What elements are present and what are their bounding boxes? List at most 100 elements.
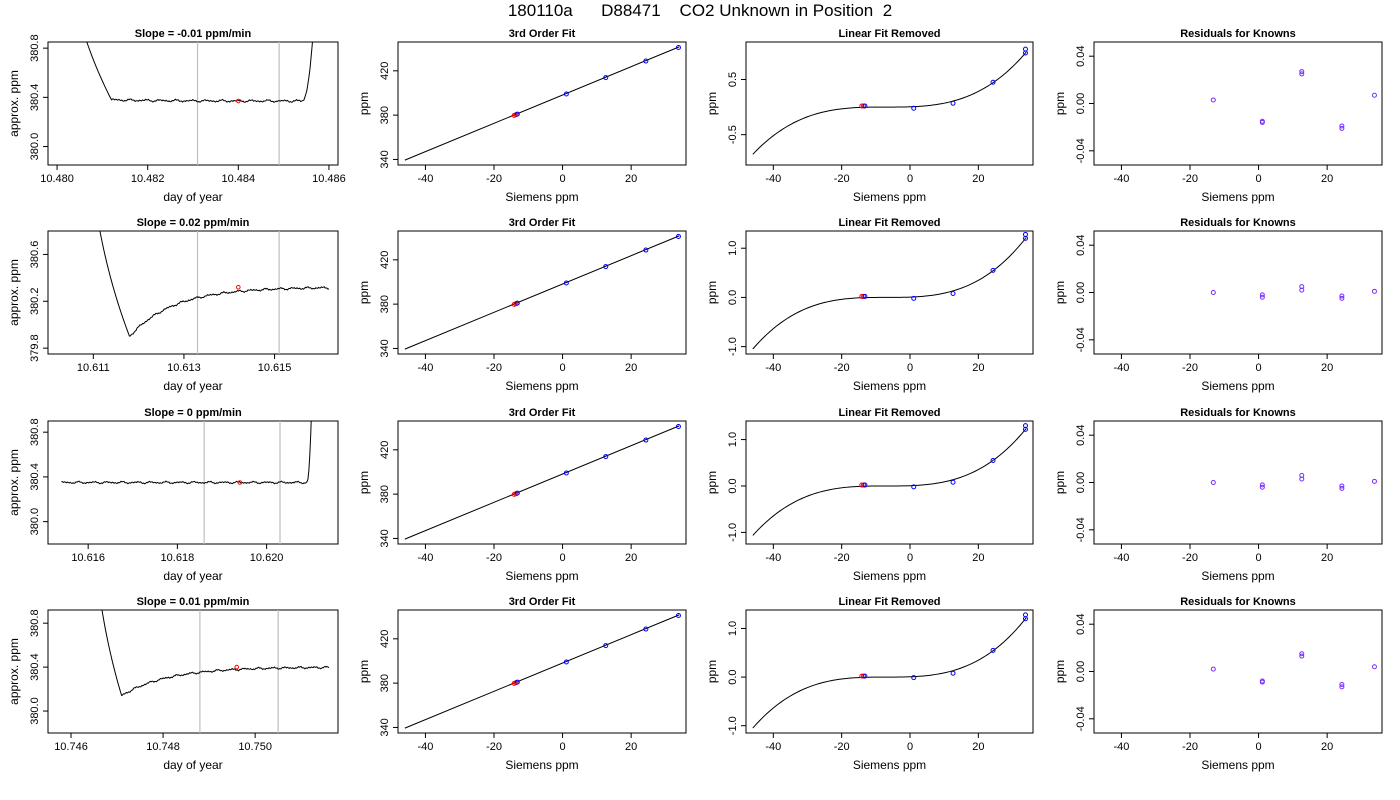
plot-frame bbox=[397, 41, 687, 166]
x-axis-label: day of year bbox=[163, 190, 222, 204]
known-point bbox=[514, 111, 520, 117]
y-axis-label: approx. ppm bbox=[7, 449, 21, 516]
x-axis-label: Siemens ppm bbox=[505, 569, 578, 583]
residual-point bbox=[1259, 292, 1265, 298]
panel-title: 3rd Order Fit bbox=[509, 28, 576, 40]
y-tick-label: -0.5 bbox=[727, 125, 739, 144]
panel-r2-c3: Linear Fit Removed -40 -20 0 20 -1.0 0.0 1.0 Sie… bbox=[705, 217, 1034, 393]
known-point bbox=[990, 267, 996, 273]
x-tick-label: 10.611 bbox=[77, 362, 110, 374]
plot-area bbox=[61, 421, 312, 544]
known-point bbox=[603, 643, 609, 649]
y-tick-label: 379.8 bbox=[29, 334, 41, 362]
known-point bbox=[862, 293, 868, 299]
x-tick-label: -40 bbox=[1113, 173, 1129, 185]
residual-point bbox=[1339, 123, 1345, 129]
x-tick-label: 10.480 bbox=[40, 173, 74, 185]
x-tick-label: -20 bbox=[486, 173, 502, 185]
x-tick-label: 20 bbox=[972, 741, 984, 753]
x-tick-label: 0 bbox=[907, 552, 913, 564]
plot-frame bbox=[1093, 230, 1383, 355]
plot-area bbox=[1210, 284, 1377, 301]
x-tick-label: 10.746 bbox=[54, 741, 88, 753]
known-point bbox=[862, 673, 868, 679]
y-axis-label: approx. ppm bbox=[7, 259, 21, 326]
plot-frame bbox=[47, 230, 339, 355]
y-tick-label: 0.0 bbox=[727, 478, 739, 493]
x-axis-label: Siemens ppm bbox=[505, 190, 578, 204]
panel-title: 3rd Order Fit bbox=[509, 217, 576, 229]
residual-curve bbox=[752, 617, 1027, 729]
x-tick-label: 20 bbox=[972, 552, 984, 564]
y-tick-label: 420 bbox=[379, 251, 391, 269]
plot-area bbox=[1210, 69, 1377, 131]
known-point bbox=[643, 58, 649, 64]
x-tick-label: 10.620 bbox=[250, 552, 284, 564]
y-tick-label: -1.0 bbox=[727, 337, 739, 356]
panel-r1-c4: Residuals for Knowns -40 -20 0 20 -0.04 0.00 0.… bbox=[1053, 28, 1383, 204]
known-point bbox=[911, 675, 917, 681]
x-tick-label: 0 bbox=[907, 741, 913, 753]
known-point bbox=[990, 457, 996, 463]
y-tick-label: 0.00 bbox=[1075, 472, 1087, 493]
x-tick-label: 0 bbox=[1256, 173, 1262, 185]
series-line bbox=[101, 610, 330, 697]
x-tick-label: 10.486 bbox=[312, 173, 346, 185]
y-tick-label: 0.04 bbox=[1075, 234, 1087, 255]
x-tick-label: 20 bbox=[625, 552, 637, 564]
y-tick-label: 380.4 bbox=[29, 653, 41, 681]
residual-point bbox=[1371, 478, 1377, 484]
known-point bbox=[950, 670, 956, 676]
y-tick-label: -1.0 bbox=[727, 716, 739, 735]
known-point bbox=[675, 45, 681, 51]
x-tick-label: -20 bbox=[834, 173, 850, 185]
unknown-point bbox=[859, 673, 865, 679]
y-tick-label: 0.00 bbox=[1075, 93, 1087, 114]
x-tick-label: -20 bbox=[1182, 741, 1198, 753]
unknown-point bbox=[859, 482, 865, 488]
y-tick-label: 0.0 bbox=[727, 669, 739, 684]
x-tick-label: -40 bbox=[417, 362, 433, 374]
x-tick-label: -20 bbox=[834, 741, 850, 753]
x-tick-label: -40 bbox=[1113, 741, 1129, 753]
x-axis-label: Siemens ppm bbox=[853, 379, 926, 393]
unknown-marker bbox=[234, 664, 240, 670]
y-axis-label: ppm bbox=[1053, 281, 1067, 304]
residual-point bbox=[1259, 679, 1265, 685]
known-point bbox=[514, 300, 520, 306]
known-point bbox=[1022, 231, 1028, 237]
residual-point bbox=[1339, 125, 1345, 131]
x-tick-label: 10.748 bbox=[146, 741, 180, 753]
panel-title: Slope = -0.01 ppm/min bbox=[135, 28, 252, 40]
x-tick-label: 10.618 bbox=[161, 552, 195, 564]
x-tick-label: 0 bbox=[907, 173, 913, 185]
residual-point bbox=[1210, 290, 1216, 295]
plot-frame bbox=[47, 609, 339, 734]
residual-point bbox=[1339, 682, 1345, 688]
y-tick-label: -0.04 bbox=[1075, 138, 1087, 163]
known-point bbox=[563, 91, 569, 97]
y-tick-label: 380.0 bbox=[29, 133, 41, 161]
y-tick-label: -0.04 bbox=[1075, 706, 1087, 731]
x-axis-label: day of year bbox=[163, 379, 222, 393]
x-tick-label: -40 bbox=[417, 173, 433, 185]
panel-r1-c1: Slope = -0.01 ppm/min 10.480 10.482 10.484 1… bbox=[7, 28, 346, 204]
residual-point bbox=[1371, 288, 1377, 294]
panel-r2-c1: Slope = 0.02 ppm/min 10.611 10.613 10.615 37… bbox=[7, 217, 339, 393]
residual-point bbox=[1259, 482, 1265, 488]
panel-title: Residuals for Knowns bbox=[1180, 407, 1296, 419]
x-axis-label: Siemens ppm bbox=[1201, 569, 1274, 583]
x-tick-label: 20 bbox=[1321, 741, 1333, 753]
known-point bbox=[1022, 612, 1028, 618]
fit-line bbox=[404, 235, 680, 350]
x-tick-label: 10.482 bbox=[131, 173, 165, 185]
residual-point bbox=[1339, 483, 1345, 489]
residual-point bbox=[1299, 69, 1305, 75]
known-point bbox=[514, 490, 520, 496]
known-point bbox=[603, 454, 609, 460]
plot-frame bbox=[745, 420, 1034, 545]
known-point bbox=[911, 105, 917, 111]
plot-area bbox=[752, 231, 1028, 350]
known-point bbox=[643, 437, 649, 443]
x-tick-label: -40 bbox=[417, 741, 433, 753]
